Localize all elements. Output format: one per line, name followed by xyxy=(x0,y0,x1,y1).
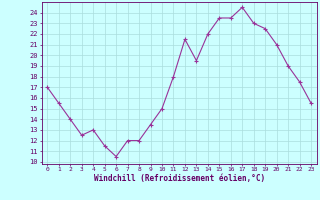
X-axis label: Windchill (Refroidissement éolien,°C): Windchill (Refroidissement éolien,°C) xyxy=(94,174,265,183)
